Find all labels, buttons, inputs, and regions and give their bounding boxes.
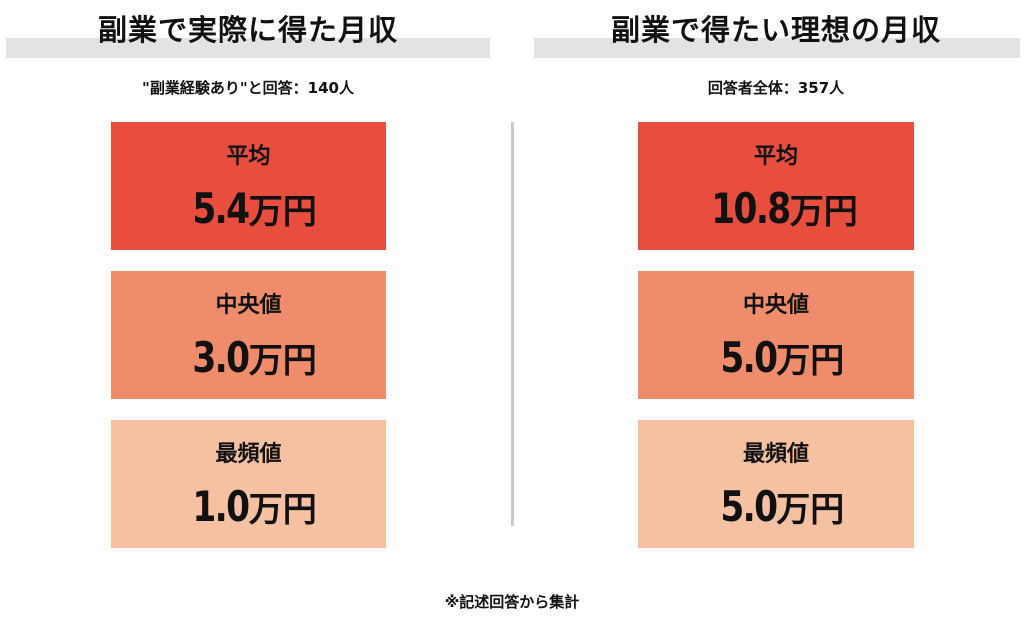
stat-value-mode: 1.0万円 <box>111 484 386 539</box>
actual-average-box: 平均 5.4万円 <box>111 122 386 250</box>
ideal-income-respondents-note: 回答者全体：357人 <box>707 79 845 97</box>
stat-number: 5.4 <box>192 184 251 233</box>
stat-label-median: 中央値 <box>215 293 282 318</box>
stat-label-mode: 最頻値 <box>742 442 809 467</box>
stat-label-median: 中央値 <box>742 293 809 318</box>
panel-divider <box>511 122 514 526</box>
stat-label-average: 平均 <box>753 144 798 169</box>
ideal-income-title: 副業で得たい理想の月収 <box>610 13 941 47</box>
title-underline-bar <box>534 38 1020 58</box>
stat-unit: 万円 <box>789 192 858 232</box>
ideal-median-box: 中央値 5.0万円 <box>638 271 914 399</box>
stat-number: 5.0 <box>720 333 778 382</box>
stat-unit: 万円 <box>776 490 845 530</box>
actual-income-title: 副業で実際に得た月収 <box>97 13 398 47</box>
stat-label-average: 平均 <box>226 144 271 169</box>
actual-mode-box: 最頻値 1.0万円 <box>111 420 386 548</box>
stat-label-mode: 最頻値 <box>215 442 282 467</box>
stat-value-average: 5.4万円 <box>111 186 386 241</box>
ideal-mode-box: 最頻値 5.0万円 <box>638 420 914 548</box>
stat-value-mode: 5.0万円 <box>638 484 914 539</box>
footnote: ※記述回答から集計 <box>444 593 580 611</box>
stat-value-average: 10.8万円 <box>638 186 914 241</box>
stat-number: 3.0 <box>192 333 251 382</box>
actual-income-respondents-note: "副業経験あり"と回答：140人 <box>142 79 354 97</box>
stat-number: 5.0 <box>720 482 778 531</box>
stat-unit: 万円 <box>776 341 845 381</box>
title-underline-bar <box>6 38 490 58</box>
stat-unit: 万円 <box>248 490 317 530</box>
ideal-average-box: 平均 10.8万円 <box>638 122 914 250</box>
actual-median-box: 中央値 3.0万円 <box>111 271 386 399</box>
stat-value-median: 3.0万円 <box>111 335 386 390</box>
stat-unit: 万円 <box>248 192 317 232</box>
stat-unit: 万円 <box>248 341 317 381</box>
stat-number: 1.0 <box>192 482 251 531</box>
stat-value-median: 5.0万円 <box>638 335 914 390</box>
stat-number: 10.8 <box>711 184 791 233</box>
